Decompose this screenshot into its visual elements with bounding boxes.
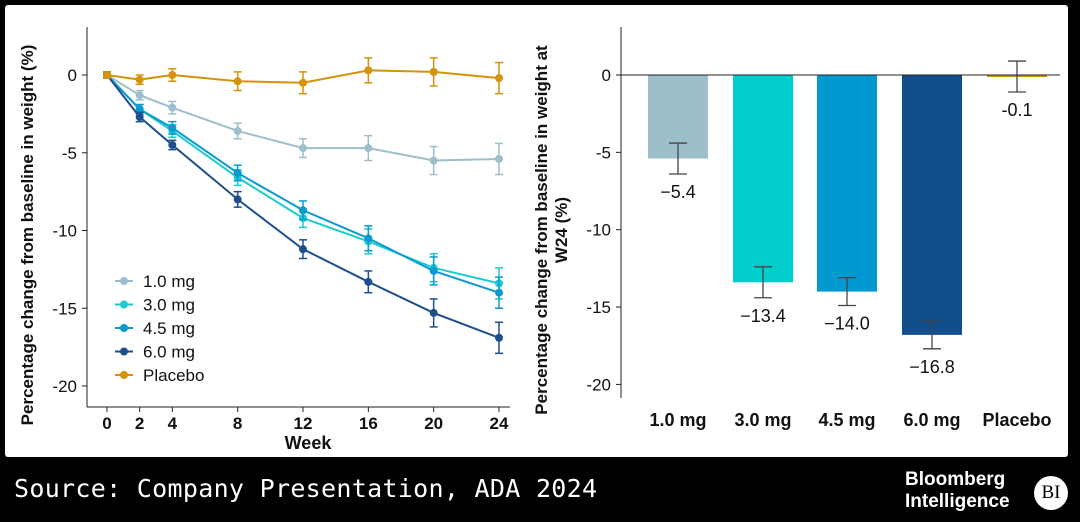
brand-line-1: Bloomberg: [905, 469, 1006, 490]
source-note: Source: Company Presentation, ADA 2024: [14, 474, 598, 503]
data-point-1-0-mg: [364, 144, 373, 153]
legend-label-1-0-mg: 1.0 mg: [143, 272, 195, 291]
data-label-4-5-mg: −14.0: [824, 314, 870, 334]
data-point-4-5-mg: [364, 234, 373, 243]
legend-marker-3-0-mg: [120, 300, 128, 309]
category-label-1-0-mg: 1.0 mg: [649, 410, 706, 430]
data-point-6-0-mg: [233, 195, 242, 204]
brand-logo: Bloomberg Intelligence: [905, 469, 1010, 513]
series-line-6-0-mg: [106, 74, 500, 339]
y-tick-label: 0: [602, 66, 611, 85]
category-label-placebo: Placebo: [982, 410, 1051, 430]
bar-3-0-mg: [733, 75, 793, 283]
y-tick-label: -5: [596, 143, 611, 162]
chart-panel: 0 -5 -10 -15 -20 0 2 4 8 12 16 20 24 Week Percentage c…: [5, 5, 1068, 457]
data-point-placebo: [168, 71, 177, 79]
legend-label-4-5-mg: 4.5 mg: [143, 319, 195, 338]
data-point-6-0-mg: [135, 112, 144, 121]
category-label-3-0-mg: 3.0 mg: [734, 410, 791, 430]
x-axis-title: Week: [285, 433, 333, 453]
data-point-placebo: [299, 78, 307, 87]
y-tick-label: -20: [52, 377, 77, 396]
data-point-4-5-mg: [168, 123, 177, 132]
legend-marker-4-5-mg: [120, 324, 128, 332]
legend-marker-6-0-mg: [120, 347, 128, 356]
y-tick-label: -15: [586, 298, 611, 317]
data-point-placebo: [364, 66, 373, 75]
x-tick-label: 0: [102, 414, 111, 433]
data-point-placebo: [103, 71, 111, 79]
data-point-6-0-mg: [168, 140, 177, 149]
brand-line-2: Intelligence: [905, 491, 1010, 512]
data-point-6-0-mg: [299, 245, 307, 254]
bi-logo-icon: BI: [1034, 476, 1068, 510]
data-point-1-0-mg: [299, 144, 307, 153]
data-point-1-0-mg: [429, 156, 438, 165]
data-point-6-0-mg: [495, 333, 503, 342]
x-tick-label: 8: [233, 414, 242, 433]
data-point-4-5-mg: [299, 206, 307, 215]
x-tick-label: 4: [168, 414, 178, 433]
data-point-4-5-mg: [135, 105, 144, 114]
category-label-4-5-mg: 4.5 mg: [818, 410, 875, 430]
y-tick-label: -5: [62, 144, 77, 163]
data-point-placebo: [429, 67, 438, 76]
x-tick-label: 12: [294, 414, 313, 433]
data-point-6-0-mg: [429, 308, 438, 317]
y-tick-label: -15: [52, 299, 77, 318]
data-point-1-0-mg: [495, 154, 503, 163]
series-line-placebo: [106, 69, 500, 84]
bar-4-5-mg: [817, 75, 877, 292]
data-label-1-0-mg: −5.4: [660, 182, 696, 202]
data-point-placebo: [135, 75, 144, 84]
x-tick-label: 20: [424, 414, 443, 433]
legend-label-3-0-mg: 3.0 mg: [143, 296, 195, 315]
footer: Source: Company Presentation, ADA 2024 B…: [0, 460, 1080, 522]
bar-6-0-mg: [902, 75, 962, 335]
legend-marker-1-0-mg: [120, 277, 128, 285]
series-line-4-5-mg: [106, 74, 500, 294]
data-point-1-0-mg: [233, 126, 242, 135]
data-point-4-5-mg: [495, 288, 503, 297]
y-tick-label: -10: [52, 222, 77, 241]
data-point-4-5-mg: [429, 266, 438, 275]
y-tick-label: 0: [68, 66, 77, 85]
data-point-6-0-mg: [364, 277, 373, 286]
bar-chart: 0 -5 -10 -15 -20 Percentage change from basel…: [532, 27, 1060, 430]
legend-label-6-0-mg: 6.0 mg: [143, 343, 195, 362]
x-tick-label: 16: [359, 414, 378, 433]
data-label-3-0-mg: −13.4: [740, 306, 786, 326]
data-point-placebo: [495, 74, 503, 83]
x-tick-label: 2: [135, 414, 144, 433]
data-label-placebo: -0.1: [1001, 100, 1032, 120]
legend-marker-placebo: [120, 371, 128, 379]
data-point-placebo: [233, 77, 242, 86]
x-tick-label: 24: [490, 414, 509, 433]
y-axis-title: Percentage change from baseline in weigh…: [532, 45, 571, 415]
y-tick-label: -20: [586, 375, 611, 394]
data-point-1-0-mg: [168, 103, 177, 112]
category-label-6-0-mg: 6.0 mg: [903, 410, 960, 430]
data-point-1-0-mg: [135, 91, 144, 100]
legend-label-placebo: Placebo: [143, 366, 204, 385]
y-axis-title: Percentage change from baseline in weigh…: [18, 45, 37, 426]
data-point-4-5-mg: [233, 168, 242, 177]
data-label-6-0-mg: −16.8: [909, 357, 955, 377]
y-tick-label: -10: [586, 221, 611, 240]
series-line-1-0-mg: [106, 74, 500, 162]
